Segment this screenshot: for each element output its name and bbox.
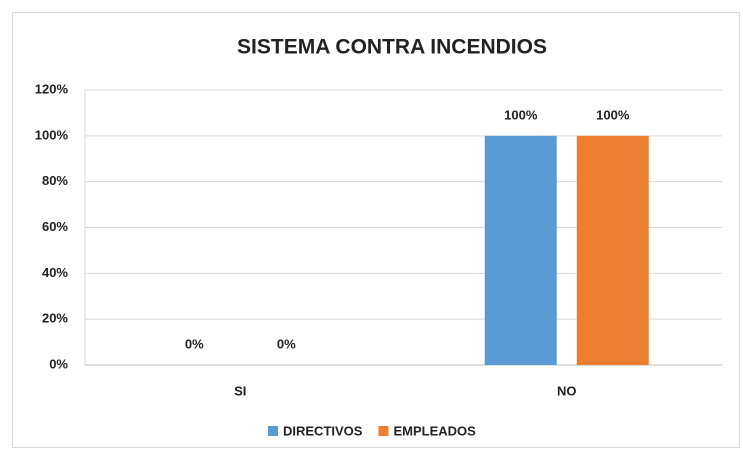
x-tick-label: SI (234, 383, 246, 398)
y-tick-label: 40% (42, 265, 68, 280)
data-label: 100% (504, 107, 538, 122)
bar (576, 135, 649, 365)
legend-swatch (268, 426, 278, 436)
y-tick-label: 120% (35, 81, 69, 96)
y-tick-label: 100% (35, 127, 69, 142)
data-label: 0% (185, 336, 204, 351)
y-tick-label: 20% (42, 311, 68, 326)
y-tick-label: 80% (42, 173, 68, 188)
legend-label: EMPLEADOS (393, 423, 476, 438)
legend-swatch (378, 426, 389, 436)
bar (484, 135, 557, 365)
data-label: 100% (596, 107, 630, 122)
y-tick-label: 60% (42, 219, 68, 234)
legend-label: DIRECTIVOS (283, 423, 363, 438)
y-tick-label: 0% (49, 356, 68, 371)
data-label: 0% (277, 336, 296, 351)
x-tick-label: NO (557, 383, 577, 398)
chart-title: SISTEMA CONTRA INCENDIOS (237, 36, 547, 59)
